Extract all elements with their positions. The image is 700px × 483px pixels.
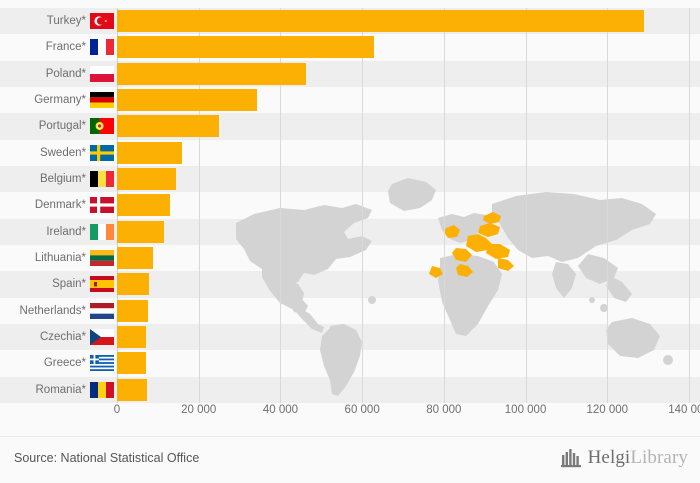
bar[interactable] (117, 36, 375, 59)
source-label: Source: National Statistical Office (14, 451, 200, 465)
chart-footer: Source: National Statistical Office Helg… (0, 436, 700, 483)
bar[interactable] (117, 378, 147, 401)
chart-row: Lithuania* (0, 245, 700, 271)
row-band (0, 113, 700, 140)
chart-row: Ireland* (0, 219, 700, 245)
category-label: Greece* (43, 357, 86, 370)
flag-ireland-icon (90, 223, 114, 240)
bar[interactable] (117, 168, 176, 191)
chart-row: Romania* (0, 377, 700, 403)
brand-logo: HelgiLibrary (560, 447, 688, 469)
bar[interactable] (117, 220, 164, 243)
flag-germany-icon (90, 92, 114, 109)
x-axis-tick-label: 100 000 (504, 404, 547, 416)
bar[interactable] (117, 299, 149, 322)
flag-romania-icon (90, 381, 114, 398)
x-axis-tick-label: 20 000 (181, 404, 217, 416)
chart-row: Czechia* (0, 324, 700, 350)
chart-row: Denmark* (0, 192, 700, 218)
bar[interactable] (117, 115, 220, 138)
flag-france-icon (90, 39, 114, 56)
category-label: Spain* (52, 278, 86, 291)
flag-portugal-icon (90, 118, 114, 135)
chart-row: Spain* (0, 271, 700, 297)
flag-denmark-icon (90, 197, 114, 214)
bar[interactable] (117, 62, 307, 85)
category-label: Denmark* (34, 199, 86, 212)
category-label: Czechia* (39, 331, 86, 344)
chart-row: Sweden* (0, 140, 700, 166)
gridline (198, 8, 200, 403)
gridline (689, 8, 690, 403)
flag-sweden-icon (90, 144, 114, 161)
x-axis-tick-label: 140 000 (668, 404, 700, 416)
chart-row: Germany* (0, 87, 700, 113)
flag-netherlands-icon (90, 302, 114, 319)
flag-turkey-icon (90, 13, 114, 30)
category-label: France* (45, 41, 86, 54)
category-label: Turkey* (46, 15, 86, 28)
category-label: Portugal* (38, 120, 86, 133)
bar[interactable] (117, 194, 171, 217)
flag-spain-icon (90, 276, 114, 293)
category-label: Romania* (35, 383, 87, 396)
bar-rows: Turkey* France* Poland* Germany* Portuga… (0, 8, 700, 403)
bar[interactable] (117, 352, 147, 375)
bar[interactable] (117, 247, 153, 270)
brand-secondary: Library (630, 447, 688, 468)
x-axis-tick-label: 60 000 (344, 404, 380, 416)
plot-area: Turkey* France* Poland* Germany* Portuga… (0, 8, 700, 403)
x-axis-tick-label: 40 000 (262, 404, 299, 416)
bar[interactable] (117, 89, 258, 112)
x-axis-tick-label: 80 000 (426, 404, 462, 416)
row-band (0, 60, 700, 87)
x-axis: 0 20 000 40 000 60 000 80 000 100 000 120 000 1… (0, 404, 700, 426)
flag-greece-icon (90, 355, 114, 372)
x-axis-tick-label: 0 (113, 404, 121, 416)
flag-lithuania-icon (90, 250, 114, 267)
flag-czechia-icon (90, 329, 114, 346)
bar[interactable] (117, 141, 182, 164)
bar[interactable] (117, 273, 149, 296)
bar[interactable] (117, 326, 147, 349)
chart-row: Turkey* (0, 8, 700, 34)
helgilibrary-mark-icon (560, 449, 581, 468)
category-label: Ireland* (46, 225, 86, 238)
chart-row: France* (0, 34, 700, 60)
bar[interactable] (117, 10, 645, 33)
category-label: Lithuania* (34, 252, 86, 265)
category-label: Poland* (45, 67, 86, 80)
chart-row: Poland* (0, 61, 700, 87)
category-label: Germany* (34, 94, 86, 107)
brand-primary: Helgi (587, 447, 631, 468)
row-band (0, 166, 700, 193)
category-label: Netherlands* (19, 304, 86, 317)
chart-row: Netherlands* (0, 298, 700, 324)
category-label: Belgium* (39, 173, 86, 186)
brand-text: HelgiLibrary (588, 447, 688, 469)
gridline (443, 8, 445, 403)
chart-row: Portugal* (0, 113, 700, 139)
chart-row: Belgium* (0, 166, 700, 192)
flag-belgium-icon (90, 171, 114, 188)
category-label: Sweden* (39, 146, 86, 159)
chart-row: Greece* (0, 350, 700, 376)
flag-poland-icon (90, 65, 114, 82)
x-axis-tick-label: 120 000 (586, 404, 629, 416)
